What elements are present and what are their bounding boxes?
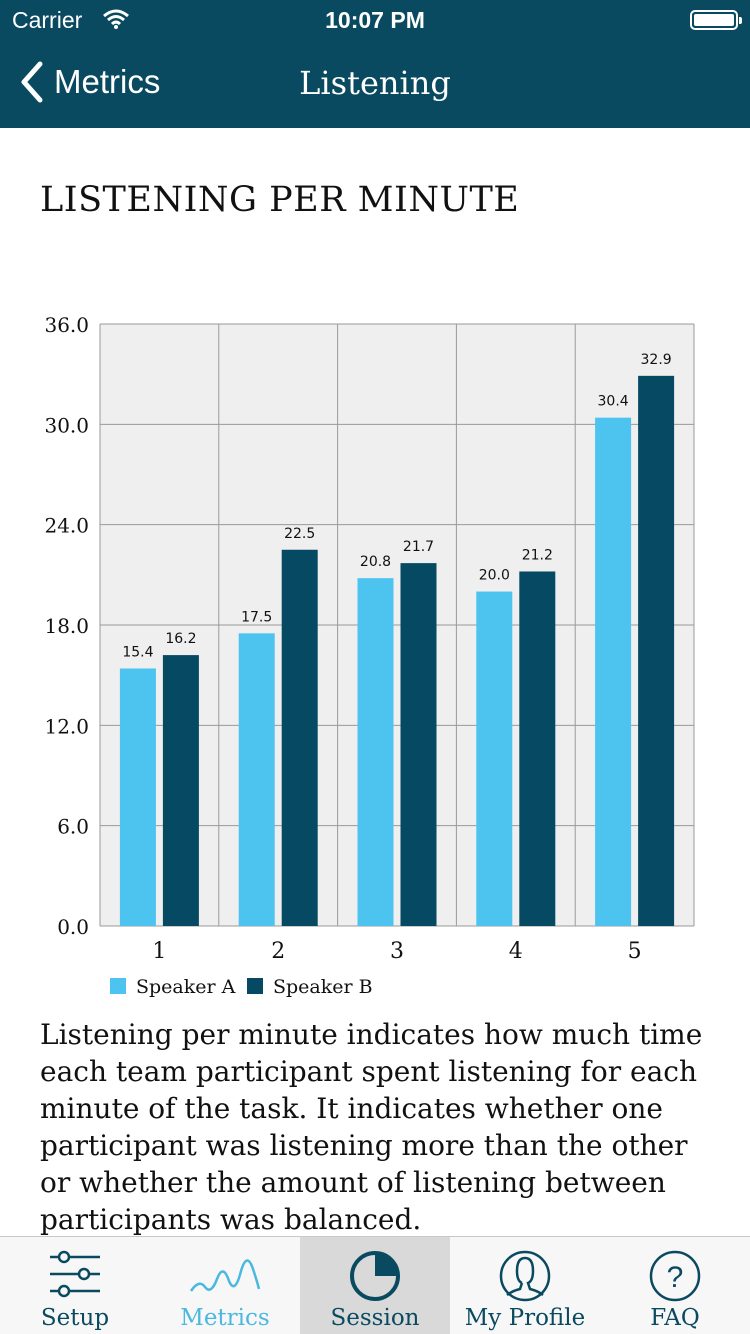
carrier-label: Carrier xyxy=(12,7,83,33)
data-label: 21.2 xyxy=(522,547,553,563)
page-title: LISTENING PER MINUTE xyxy=(40,180,520,220)
tab-setup-label: Setup xyxy=(40,1305,110,1331)
legend-swatch xyxy=(247,978,263,994)
x-tick-label: 2 xyxy=(271,939,285,964)
bar-speaker-a xyxy=(238,633,275,926)
data-label: 20.8 xyxy=(360,554,391,570)
y-tick-label: 24.0 xyxy=(44,514,89,538)
pie-icon xyxy=(350,1251,400,1301)
battery-icon xyxy=(690,10,742,30)
y-tick-label: 6.0 xyxy=(57,815,89,839)
data-label: 32.9 xyxy=(641,352,672,368)
y-tick-label: 36.0 xyxy=(44,313,89,337)
wave-icon xyxy=(189,1259,261,1292)
data-label: 17.5 xyxy=(241,609,272,625)
data-label: 16.2 xyxy=(165,631,196,647)
y-tick-label: 12.0 xyxy=(44,714,89,738)
tab-metrics[interactable]: Metrics xyxy=(150,1237,300,1334)
chevron-left-icon xyxy=(21,61,43,103)
bar-speaker-a xyxy=(595,417,632,926)
tab-my-profile[interactable]: My Profile xyxy=(450,1237,600,1334)
y-tick-label: 30.0 xyxy=(44,413,89,437)
x-tick-label: 4 xyxy=(509,939,523,964)
tab-metrics-label: Metrics xyxy=(180,1305,270,1331)
svg-text:?: ? xyxy=(667,1261,684,1294)
tab-setup[interactable]: Setup xyxy=(0,1237,150,1334)
x-tick-label: 3 xyxy=(390,939,404,964)
data-label: 20.0 xyxy=(479,568,510,584)
navigation-header: Carrier 10:07 PM Metrics Listening xyxy=(0,0,750,128)
sliders-icon xyxy=(50,1250,100,1298)
bar-speaker-a xyxy=(357,578,394,926)
status-bar: Carrier 10:07 PM xyxy=(0,0,750,40)
x-tick-label: 1 xyxy=(152,939,166,964)
bar-speaker-b xyxy=(638,375,675,927)
y-tick-label: 18.0 xyxy=(44,614,89,638)
legend-label: Speaker B xyxy=(273,976,373,998)
data-label: 30.4 xyxy=(598,394,629,410)
tab-bar: Setup Metrics Session My Profile ? FAQ xyxy=(0,1236,750,1334)
bar-speaker-a xyxy=(476,591,513,926)
legend-swatch xyxy=(110,978,126,994)
tab-session[interactable]: Session xyxy=(300,1237,450,1334)
metric-description: Listening per minute indicates how much … xyxy=(40,1018,703,1236)
x-tick-label: 5 xyxy=(628,939,642,964)
bar-speaker-b xyxy=(519,571,556,926)
tab-faq-label: FAQ xyxy=(650,1305,700,1331)
y-tick-label: 0.0 xyxy=(57,915,89,939)
tab-my-profile-label: My Profile xyxy=(464,1305,586,1331)
data-label: 22.5 xyxy=(284,526,315,542)
bar-speaker-b xyxy=(162,655,199,926)
profile-icon xyxy=(499,1250,551,1302)
bar-speaker-a xyxy=(119,668,156,926)
bar-speaker-b xyxy=(281,549,318,926)
bar-speaker-b xyxy=(400,563,437,926)
legend-label: Speaker A xyxy=(136,976,236,998)
question-icon: ? xyxy=(649,1250,701,1302)
nav-title: Listening xyxy=(299,64,451,102)
listening-bar-chart: 0.0 6.0 12.0 18.0 24.0 30.0 36.0 15.4 16.2 1 17.5 2… xyxy=(44,313,695,998)
data-label: 21.7 xyxy=(403,539,434,555)
data-label: 15.4 xyxy=(122,644,153,660)
tab-session-label: Session xyxy=(330,1305,420,1331)
clock-time: 10:07 PM xyxy=(325,7,425,33)
back-button[interactable]: Metrics xyxy=(14,58,160,106)
wifi-icon xyxy=(103,9,129,29)
tab-faq[interactable]: ? FAQ xyxy=(600,1237,750,1334)
back-button-label: Metrics xyxy=(54,63,161,100)
